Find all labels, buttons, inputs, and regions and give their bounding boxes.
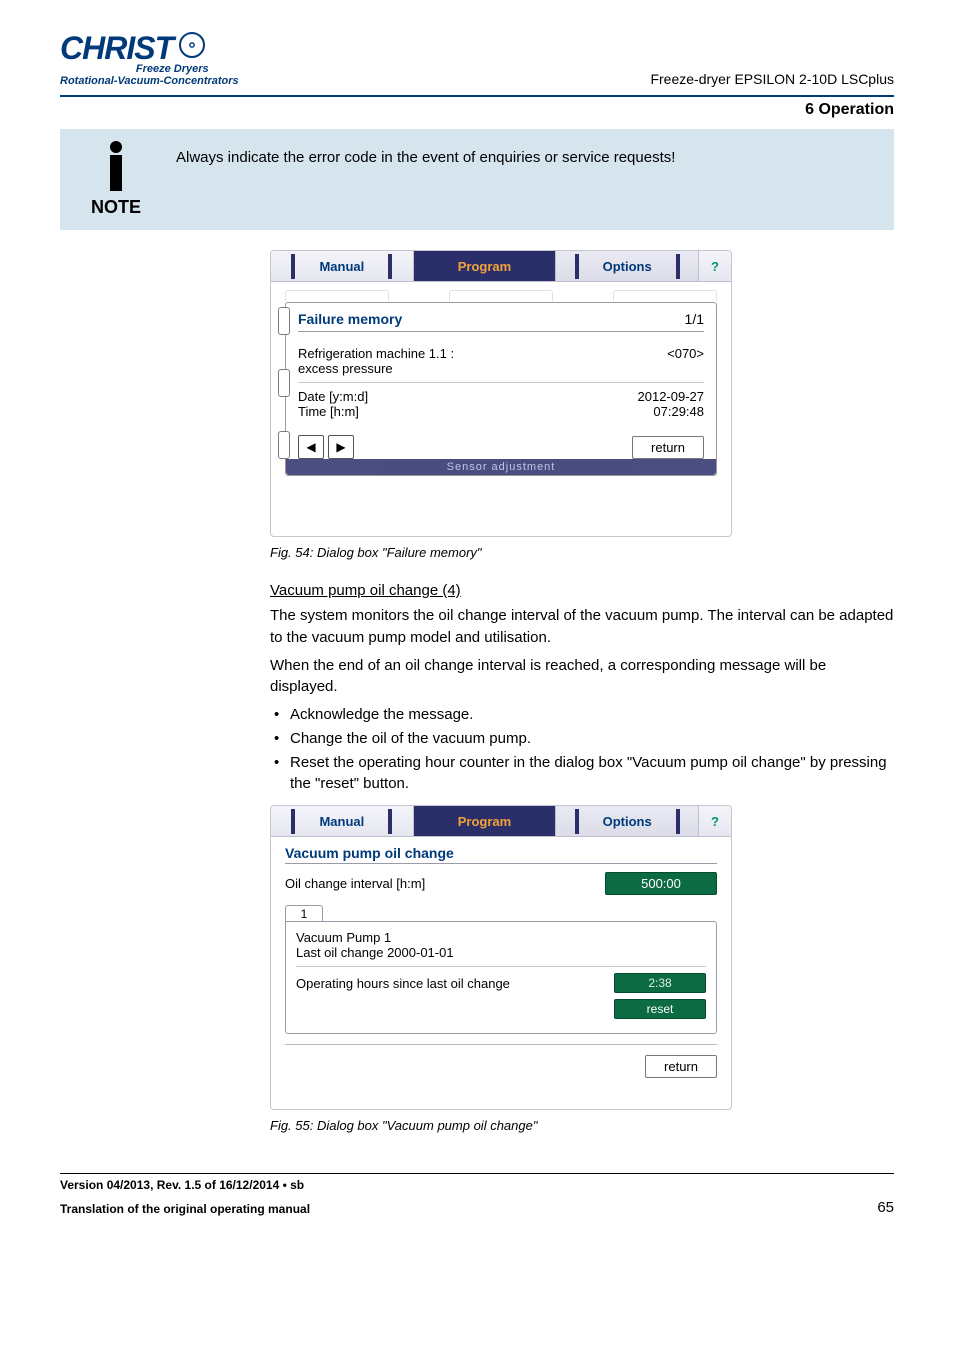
vacuum-bullet-list: Acknowledge the message. Change the oil … [270,704,894,795]
tab-manual[interactable]: Manual [271,251,414,281]
pump-tab-1[interactable]: 1 [285,905,323,922]
footer-version: Version 04/2013, Rev. 1.5 of 16/12/2014 … [60,1178,310,1192]
tab-options[interactable]: Options [556,806,699,836]
oil-interval-field[interactable]: 500:00 [605,872,717,895]
reset-button[interactable]: reset [614,999,706,1019]
page-number: 65 [877,1199,894,1216]
oil-interval-label: Oil change interval [h:m] [285,876,425,891]
vacuum-paragraph-2: When the end of an oil change interval i… [270,655,894,699]
vacuum-section-heading: Vacuum pump oil change (4) [270,582,894,599]
tab-manual[interactable]: Manual [271,806,414,836]
note-text: Always indicate the error code in the ev… [176,141,675,168]
footer-translation-note: Translation of the original operating ma… [60,1202,310,1216]
failure-memory-panel: Failure memory 1/1 Refrigeration machine… [285,302,717,476]
operating-hours-label: Operating hours since last oil change [296,976,510,991]
panel-count: 1/1 [685,311,704,327]
failure-memory-dialog: Manual Program Options ? Failure memory … [270,250,732,537]
logo: CHRIST Freeze Dryers Rotational-Vacuum-C… [60,30,239,87]
panel-title: Failure memory [298,311,402,327]
note-box: NOTE Always indicate the error code in t… [60,129,894,230]
pump-panel: Vacuum Pump 1 Last oil change 2000-01-01… [285,921,717,1034]
tab-help[interactable]: ? [699,806,731,836]
logo-subtitle-2: Rotational-Vacuum-Concentrators [60,75,239,87]
list-item: Change the oil of the vacuum pump. [270,728,894,750]
last-oil-change: Last oil change 2000-01-01 [296,945,706,967]
datetime-values: 2012-09-27 07:29:48 [638,389,705,419]
info-icon [110,141,122,191]
registered-icon [179,32,205,58]
return-button[interactable]: return [645,1055,717,1078]
operating-hours-value: 2:38 [614,973,706,993]
vacuum-oil-dialog: Manual Program Options ? Vacuum pump oil… [270,805,732,1110]
list-item: Acknowledge the message. [270,704,894,726]
tab-program[interactable]: Program [414,251,557,281]
datetime-labels: Date [y:m:d] Time [h:m] [298,389,368,419]
vacuum-dialog-title: Vacuum pump oil change [285,845,717,864]
tab-help[interactable]: ? [699,251,731,281]
divider [285,1044,717,1045]
sensor-adjustment-bar: Sensor adjustment [286,459,716,475]
pump-name: Vacuum Pump 1 [296,930,706,945]
left-slot-indicators [278,307,290,459]
failure-description: Refrigeration machine 1.1 : excess press… [298,346,454,376]
figure-55-caption: Fig. 55: Dialog box "Vacuum pump oil cha… [270,1118,894,1133]
vacuum-paragraph-1: The system monitors the oil change inter… [270,605,894,649]
page-footer: Version 04/2013, Rev. 1.5 of 16/12/2014 … [60,1173,894,1216]
failure-code: <070> [667,346,704,376]
section-title: 6 Operation [60,101,894,119]
header-product-name: Freeze-dryer EPSILON 2-10D LSCplus [650,71,894,87]
page-header: CHRIST Freeze Dryers Rotational-Vacuum-C… [60,30,894,87]
tab-program[interactable]: Program [414,806,557,836]
prev-arrow-button[interactable]: ◀ [298,435,324,459]
list-item: Reset the operating hour counter in the … [270,752,894,796]
note-label: NOTE [91,197,141,218]
return-button[interactable]: return [632,436,704,459]
logo-subtitle-1: Freeze Dryers [136,63,209,75]
tab-options[interactable]: Options [556,251,699,281]
next-arrow-button[interactable]: ▶ [328,435,354,459]
header-divider [60,95,894,97]
figure-54-caption: Fig. 54: Dialog box "Failure memory" [270,545,894,560]
logo-text: CHRIST [60,30,173,67]
